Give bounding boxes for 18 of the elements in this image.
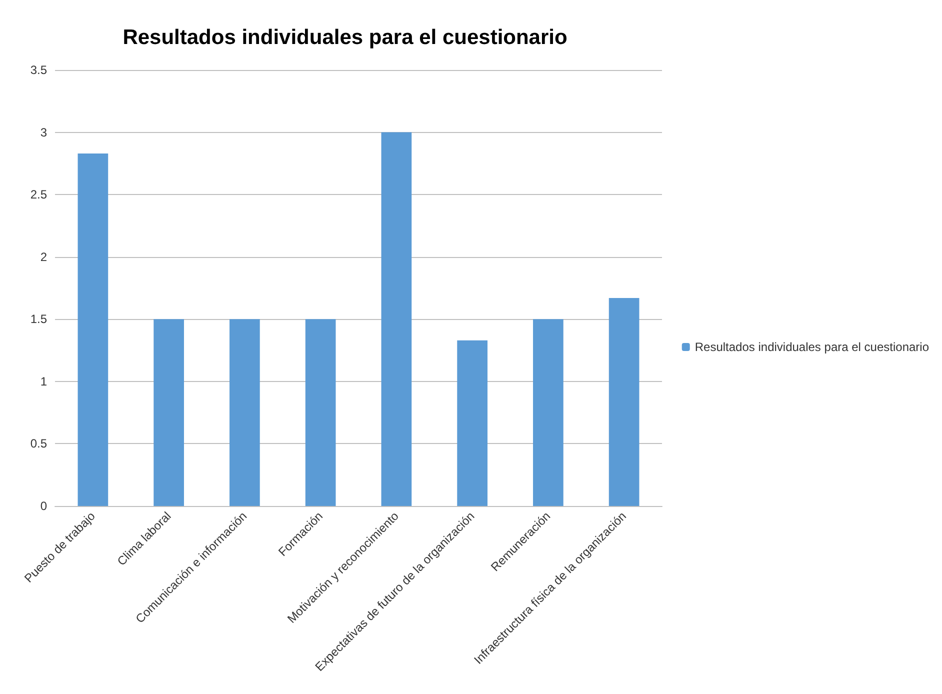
bar (533, 319, 564, 506)
bar (381, 132, 412, 506)
legend-label: Resultados individuales para el cuestionario (694, 340, 930, 354)
y-tick-label: 1 (40, 374, 48, 388)
y-tick-label: 3.5 (30, 63, 48, 77)
y-tick-label: 2.5 (30, 188, 48, 202)
bar (457, 340, 488, 506)
chart-title: Resultados individuales para el cuestionario (122, 26, 568, 49)
bar (154, 319, 184, 506)
y-tick-label: 1.5 (30, 312, 48, 326)
bar (78, 153, 108, 506)
bar (305, 319, 336, 506)
bar (230, 319, 260, 506)
y-tick-label: 3 (40, 125, 48, 140)
y-tick-label: 0 (40, 499, 48, 513)
y-tick-label: 0.5 (30, 436, 48, 451)
bar (608, 298, 640, 506)
y-tick-label: 2 (40, 250, 48, 264)
